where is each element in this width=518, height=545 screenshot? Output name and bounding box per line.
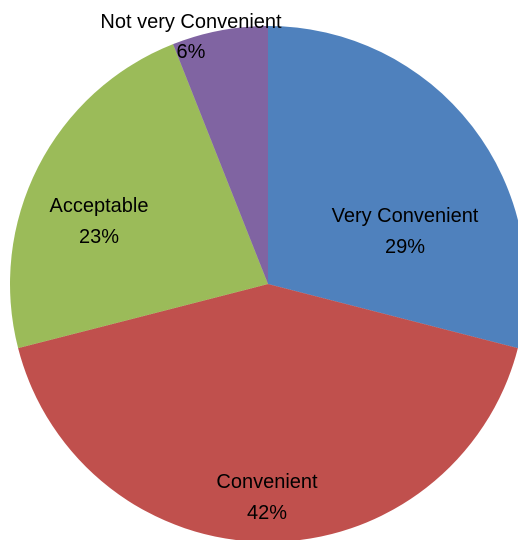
- slice-value-acceptable: 23%: [79, 226, 119, 248]
- slice-convenient: [18, 284, 518, 542]
- slice-acceptable: [9, 44, 268, 349]
- slice-very-convenient: [268, 26, 518, 349]
- slice-not-very-convenient: [173, 26, 268, 284]
- slice-value-not-very-convenient: 6%: [177, 41, 206, 63]
- slice-label-very-convenient: Very Convenient: [332, 205, 479, 227]
- pie-slices: [9, 26, 518, 542]
- pie-labels: Very Convenient 29% Convenient 42% Acceptabl…: [50, 11, 479, 524]
- slice-label-not-very-convenient: Not very Convenient: [100, 11, 282, 33]
- slice-label-acceptable: Acceptable: [50, 195, 149, 217]
- slice-label-convenient: Convenient: [216, 471, 318, 493]
- slice-value-very-convenient: 29%: [385, 236, 425, 258]
- slice-value-convenient: 42%: [247, 502, 287, 524]
